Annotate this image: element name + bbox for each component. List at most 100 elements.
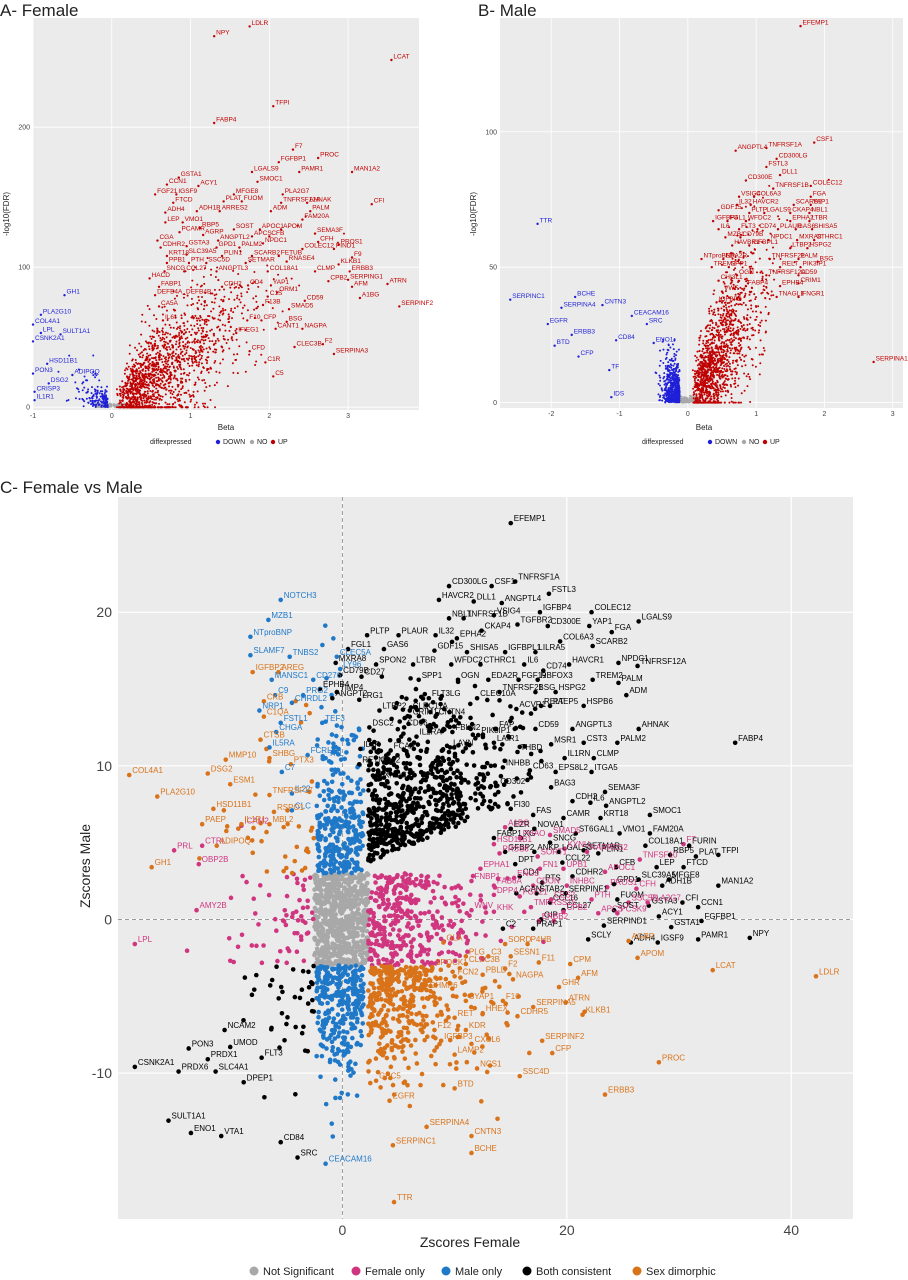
point-up bbox=[141, 313, 144, 316]
point-up bbox=[739, 303, 742, 306]
gene-label: CCL27 bbox=[186, 265, 207, 272]
gene-label: LEP bbox=[167, 216, 179, 223]
point-up bbox=[193, 341, 196, 344]
gene-label: CGA bbox=[159, 234, 174, 241]
point-up bbox=[746, 314, 749, 317]
point-up bbox=[730, 337, 733, 340]
legend-up-swatch bbox=[762, 439, 768, 445]
point-down bbox=[85, 397, 88, 400]
point-up bbox=[696, 386, 699, 389]
point-no bbox=[113, 403, 116, 406]
point-up bbox=[205, 320, 208, 323]
point-up bbox=[692, 375, 695, 378]
point-up bbox=[193, 355, 196, 358]
point-up bbox=[762, 346, 765, 349]
point-up bbox=[139, 382, 142, 385]
point-up bbox=[180, 380, 183, 383]
point-up bbox=[153, 395, 156, 398]
point-up bbox=[737, 401, 740, 404]
point-up bbox=[743, 355, 746, 358]
point-up bbox=[720, 401, 723, 404]
point-up bbox=[222, 309, 225, 312]
point-up bbox=[733, 367, 736, 370]
point-up bbox=[203, 379, 206, 382]
point-up bbox=[722, 312, 725, 315]
point-up bbox=[223, 288, 226, 291]
point-up bbox=[140, 396, 143, 399]
point-up bbox=[710, 368, 713, 371]
labeled-point bbox=[232, 193, 236, 196]
point-up bbox=[262, 328, 265, 331]
point-down bbox=[81, 382, 84, 385]
point-not-significant bbox=[318, 937, 324, 943]
gene-label: F10 bbox=[249, 314, 261, 321]
point-up bbox=[692, 391, 695, 394]
point-up bbox=[252, 297, 255, 300]
point-up bbox=[702, 339, 705, 342]
point-up bbox=[230, 336, 233, 339]
point-up bbox=[703, 359, 706, 362]
y-tick-label: 0 bbox=[104, 911, 112, 927]
gene-label: EGFR bbox=[550, 318, 568, 325]
gene-label: LPL bbox=[43, 327, 55, 334]
point-up bbox=[191, 358, 194, 361]
point-up bbox=[192, 390, 195, 393]
point-not-significant bbox=[340, 909, 345, 915]
point-up bbox=[729, 334, 732, 337]
point-not-significant bbox=[319, 946, 325, 952]
point-up bbox=[715, 385, 718, 388]
labeled-point bbox=[244, 261, 247, 265]
point-up bbox=[692, 401, 695, 404]
point-up bbox=[194, 359, 197, 362]
y-tick-label: 100 bbox=[485, 129, 497, 136]
point-up bbox=[708, 385, 711, 388]
point-up bbox=[697, 358, 700, 361]
point-up bbox=[191, 279, 194, 282]
point-up bbox=[702, 374, 705, 377]
point-down bbox=[669, 346, 672, 349]
labeled-point bbox=[250, 235, 254, 238]
point-up bbox=[232, 333, 235, 336]
point-up bbox=[179, 352, 182, 355]
point-up bbox=[148, 348, 151, 351]
point-up bbox=[735, 359, 738, 362]
point-down bbox=[673, 338, 676, 341]
point-up bbox=[179, 348, 182, 351]
point-up bbox=[189, 400, 192, 403]
point-not-significant bbox=[313, 906, 319, 912]
point-up bbox=[702, 398, 705, 401]
gene-label: MAN1A2 bbox=[354, 166, 380, 173]
point-up bbox=[693, 386, 696, 389]
legend-up-swatch bbox=[270, 439, 276, 445]
point-up bbox=[730, 343, 733, 346]
point-up bbox=[699, 376, 702, 379]
point-up bbox=[139, 362, 142, 365]
point-up bbox=[691, 369, 694, 372]
point-up bbox=[720, 361, 723, 364]
point-up bbox=[719, 347, 722, 350]
point-up bbox=[731, 329, 734, 332]
point-up bbox=[761, 291, 764, 294]
point-up bbox=[207, 319, 210, 322]
point-up bbox=[167, 375, 170, 378]
point-up bbox=[716, 394, 719, 397]
point-up bbox=[699, 394, 702, 397]
point-up bbox=[719, 385, 722, 388]
point-up bbox=[182, 368, 185, 371]
point-up bbox=[720, 323, 723, 326]
point-up bbox=[130, 378, 133, 381]
gene-label: CD84 bbox=[618, 334, 635, 341]
labeled-point bbox=[744, 284, 748, 288]
point-up bbox=[183, 329, 186, 332]
point-up bbox=[167, 359, 170, 362]
point-not-significant bbox=[318, 888, 324, 894]
point-down bbox=[101, 390, 104, 393]
point-up bbox=[198, 299, 201, 302]
labeled-point bbox=[717, 228, 720, 231]
labeled-point bbox=[248, 350, 251, 353]
point-down bbox=[676, 364, 679, 367]
point-down bbox=[94, 372, 97, 375]
point-up bbox=[757, 331, 760, 334]
point-not-significant bbox=[315, 960, 321, 966]
gene-label: ADH1B bbox=[199, 205, 221, 212]
